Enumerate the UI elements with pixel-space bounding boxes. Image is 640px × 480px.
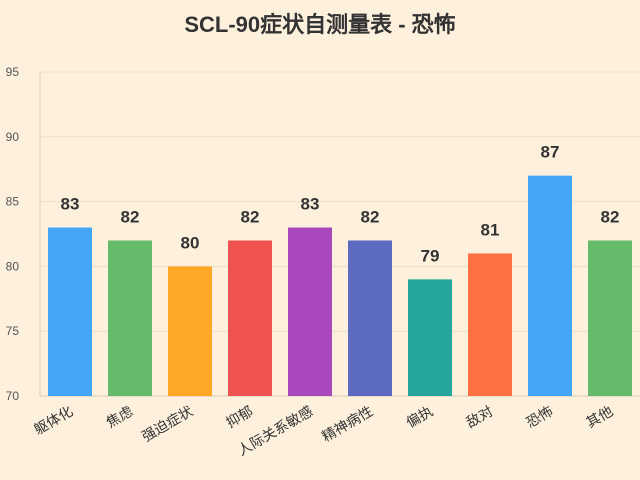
x-tick-label: 其他 [584,404,616,432]
bar [348,240,392,396]
y-tick-label: 75 [6,324,20,338]
data-label: 82 [361,207,380,226]
data-label: 80 [181,233,200,252]
data-label: 81 [481,220,500,239]
bar [168,266,212,396]
bar [588,240,632,396]
bar [108,240,152,396]
y-tick-label: 95 [6,65,20,79]
x-tick-label: 偏执 [404,404,436,432]
y-tick-label: 80 [6,259,20,273]
chart-title: SCL-90症状自测量表 - 恐怖 [184,12,455,37]
bar [288,227,332,396]
x-tick-label: 精神病性 [320,404,376,446]
y-tick-label: 90 [6,130,20,144]
bar [228,240,272,396]
x-tick-label: 敌对 [464,404,496,432]
data-labels: 83 82 80 82 83 82 79 81 87 82 [61,143,620,266]
y-tick-labels: 70 75 80 85 90 95 [6,65,20,403]
data-label: 82 [121,207,140,226]
x-tick-label: 强迫症状 [140,404,196,446]
data-label: 83 [61,195,80,214]
bar [468,253,512,396]
data-label: 83 [301,195,320,214]
x-tick-label: 焦虑 [104,404,136,432]
data-label: 79 [421,246,440,265]
data-label: 82 [601,207,620,226]
bar [528,175,572,396]
data-label: 82 [241,207,260,226]
bar [408,279,452,396]
x-tick-label: 躯体化 [32,404,76,439]
data-label: 87 [541,143,560,162]
x-tick-label: 恐怖 [523,403,556,432]
y-tick-label: 85 [6,195,20,209]
bar [48,227,92,396]
x-tick-label: 抑郁 [224,404,256,432]
bars [48,175,632,396]
y-tick-label: 70 [6,389,20,403]
